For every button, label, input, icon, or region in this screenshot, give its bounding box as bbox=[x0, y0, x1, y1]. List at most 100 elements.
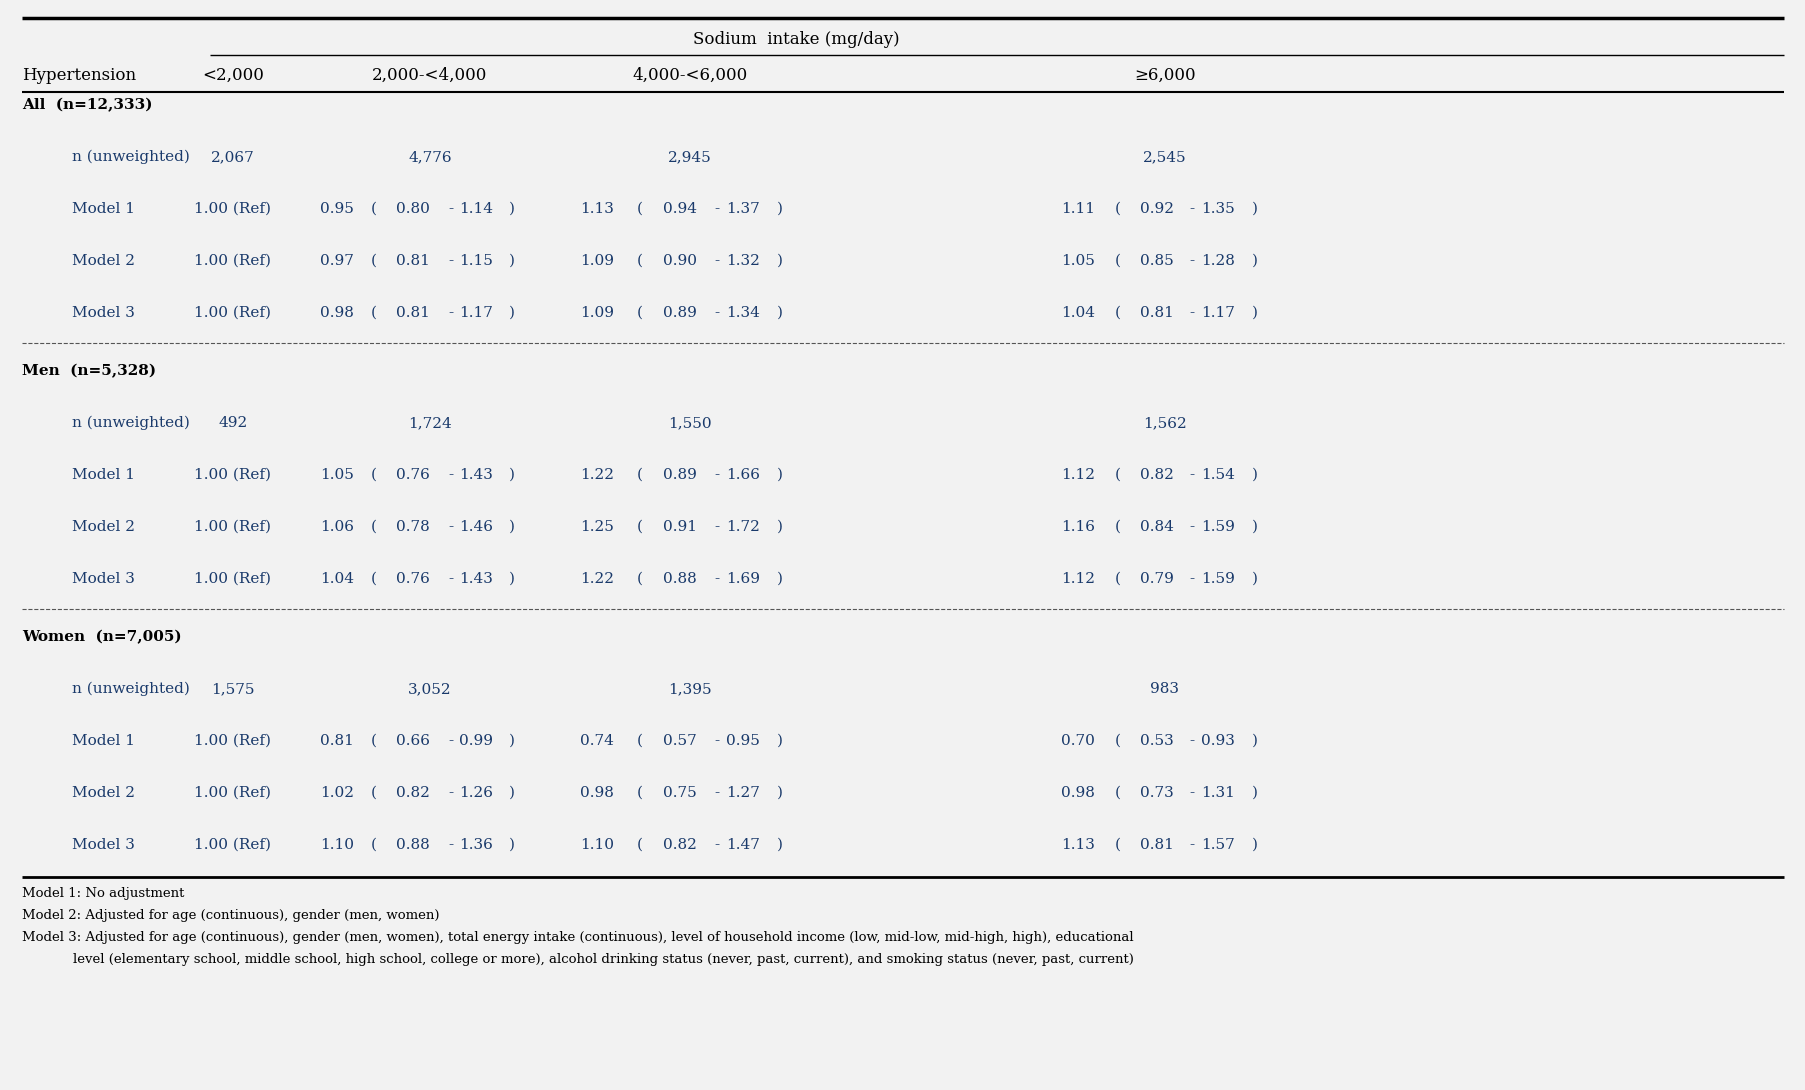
Text: 1.22: 1.22 bbox=[579, 468, 614, 482]
Text: -: - bbox=[448, 572, 453, 586]
Text: 1.37: 1.37 bbox=[726, 202, 760, 216]
Text: 1.04: 1.04 bbox=[319, 572, 354, 586]
Text: 0.78: 0.78 bbox=[395, 520, 430, 534]
Text: 0.53: 0.53 bbox=[1139, 734, 1173, 748]
Text: 1.04: 1.04 bbox=[1060, 306, 1094, 320]
Text: 1.17: 1.17 bbox=[1200, 306, 1235, 320]
Text: 1.10: 1.10 bbox=[319, 838, 354, 852]
Text: ): ) bbox=[509, 572, 514, 586]
Text: -: - bbox=[448, 468, 453, 482]
Text: ): ) bbox=[509, 306, 514, 320]
Text: 1.66: 1.66 bbox=[726, 468, 760, 482]
Text: 0.82: 0.82 bbox=[662, 838, 697, 852]
Text: ): ) bbox=[776, 306, 783, 320]
Text: ): ) bbox=[1251, 838, 1258, 852]
Text: 0.98: 0.98 bbox=[1061, 786, 1094, 800]
Text: 1.57: 1.57 bbox=[1200, 838, 1235, 852]
Text: n (unweighted): n (unweighted) bbox=[72, 682, 190, 697]
Text: ): ) bbox=[509, 520, 514, 534]
Text: 0.82: 0.82 bbox=[1139, 468, 1173, 482]
Text: -: - bbox=[1189, 306, 1193, 320]
Text: 1.31: 1.31 bbox=[1200, 786, 1235, 800]
Text: 1.69: 1.69 bbox=[726, 572, 760, 586]
Text: 0.81: 0.81 bbox=[395, 306, 430, 320]
Text: 0.94: 0.94 bbox=[662, 202, 697, 216]
Text: 0.81: 0.81 bbox=[1139, 838, 1173, 852]
Text: -: - bbox=[1189, 202, 1193, 216]
Text: 2,000-<4,000: 2,000-<4,000 bbox=[372, 66, 487, 84]
Text: -: - bbox=[448, 520, 453, 534]
Text: 1.12: 1.12 bbox=[1060, 468, 1094, 482]
Text: (: ( bbox=[370, 254, 377, 268]
Text: 0.97: 0.97 bbox=[319, 254, 354, 268]
Text: Model 1: No adjustment: Model 1: No adjustment bbox=[22, 886, 184, 899]
Text: -: - bbox=[1189, 468, 1193, 482]
Text: 0.88: 0.88 bbox=[662, 572, 697, 586]
Text: 0.99: 0.99 bbox=[458, 734, 493, 748]
Text: 1.00 (Ref): 1.00 (Ref) bbox=[195, 734, 271, 748]
Text: (: ( bbox=[370, 572, 377, 586]
Text: (: ( bbox=[370, 838, 377, 852]
Text: (: ( bbox=[370, 734, 377, 748]
Text: Model 2: Model 2 bbox=[72, 254, 135, 268]
Text: -: - bbox=[715, 520, 718, 534]
Text: 1.00 (Ref): 1.00 (Ref) bbox=[195, 254, 271, 268]
Text: ): ) bbox=[776, 786, 783, 800]
Text: 0.74: 0.74 bbox=[579, 734, 614, 748]
Text: 3,052: 3,052 bbox=[408, 682, 451, 697]
Text: Model 3: Model 3 bbox=[72, 838, 135, 852]
Text: 4,000-<6,000: 4,000-<6,000 bbox=[632, 66, 747, 84]
Text: Model 1: Model 1 bbox=[72, 734, 135, 748]
Text: 2,067: 2,067 bbox=[211, 150, 255, 164]
Text: (: ( bbox=[370, 202, 377, 216]
Text: (: ( bbox=[637, 786, 643, 800]
Text: Model 3: Adjusted for age (continuous), gender (men, women), total energy intake: Model 3: Adjusted for age (continuous), … bbox=[22, 931, 1134, 944]
Text: All  (n=12,333): All (n=12,333) bbox=[22, 98, 152, 112]
Text: ): ) bbox=[776, 838, 783, 852]
Text: 0.81: 0.81 bbox=[319, 734, 354, 748]
Text: (: ( bbox=[370, 306, 377, 320]
Text: ): ) bbox=[1251, 306, 1258, 320]
Text: (: ( bbox=[1114, 786, 1121, 800]
Text: 1.54: 1.54 bbox=[1200, 468, 1235, 482]
Text: 2,945: 2,945 bbox=[668, 150, 711, 164]
Text: 1,550: 1,550 bbox=[668, 416, 711, 429]
Text: 1.02: 1.02 bbox=[319, 786, 354, 800]
Text: Model 2: Adjusted for age (continuous), gender (men, women): Model 2: Adjusted for age (continuous), … bbox=[22, 908, 439, 921]
Text: 1.00 (Ref): 1.00 (Ref) bbox=[195, 786, 271, 800]
Text: 1.72: 1.72 bbox=[726, 520, 760, 534]
Text: (: ( bbox=[370, 520, 377, 534]
Text: (: ( bbox=[1114, 254, 1121, 268]
Text: ): ) bbox=[1251, 734, 1258, 748]
Text: (: ( bbox=[637, 734, 643, 748]
Text: -: - bbox=[448, 202, 453, 216]
Text: 1.05: 1.05 bbox=[1061, 254, 1094, 268]
Text: (: ( bbox=[1114, 734, 1121, 748]
Text: 1.14: 1.14 bbox=[458, 202, 493, 216]
Text: Model 2: Model 2 bbox=[72, 520, 135, 534]
Text: (: ( bbox=[1114, 468, 1121, 482]
Text: ): ) bbox=[776, 254, 783, 268]
Text: (: ( bbox=[637, 572, 643, 586]
Text: -: - bbox=[448, 734, 453, 748]
Text: 1.11: 1.11 bbox=[1060, 202, 1094, 216]
Text: 1.35: 1.35 bbox=[1200, 202, 1235, 216]
Text: 1.10: 1.10 bbox=[579, 838, 614, 852]
Text: 1,395: 1,395 bbox=[668, 682, 711, 697]
Text: 1.00 (Ref): 1.00 (Ref) bbox=[195, 520, 271, 534]
Text: 1.17: 1.17 bbox=[458, 306, 493, 320]
Text: (: ( bbox=[637, 202, 643, 216]
Text: 1.27: 1.27 bbox=[726, 786, 760, 800]
Text: (: ( bbox=[637, 838, 643, 852]
Text: Model 2: Model 2 bbox=[72, 786, 135, 800]
Text: ): ) bbox=[776, 520, 783, 534]
Text: -: - bbox=[715, 306, 718, 320]
Text: 0.79: 0.79 bbox=[1139, 572, 1173, 586]
Text: <2,000: <2,000 bbox=[202, 66, 264, 84]
Text: 0.81: 0.81 bbox=[1139, 306, 1173, 320]
Text: 0.90: 0.90 bbox=[662, 254, 697, 268]
Text: 0.66: 0.66 bbox=[395, 734, 430, 748]
Text: ): ) bbox=[776, 734, 783, 748]
Text: -: - bbox=[1189, 838, 1193, 852]
Text: -: - bbox=[715, 572, 718, 586]
